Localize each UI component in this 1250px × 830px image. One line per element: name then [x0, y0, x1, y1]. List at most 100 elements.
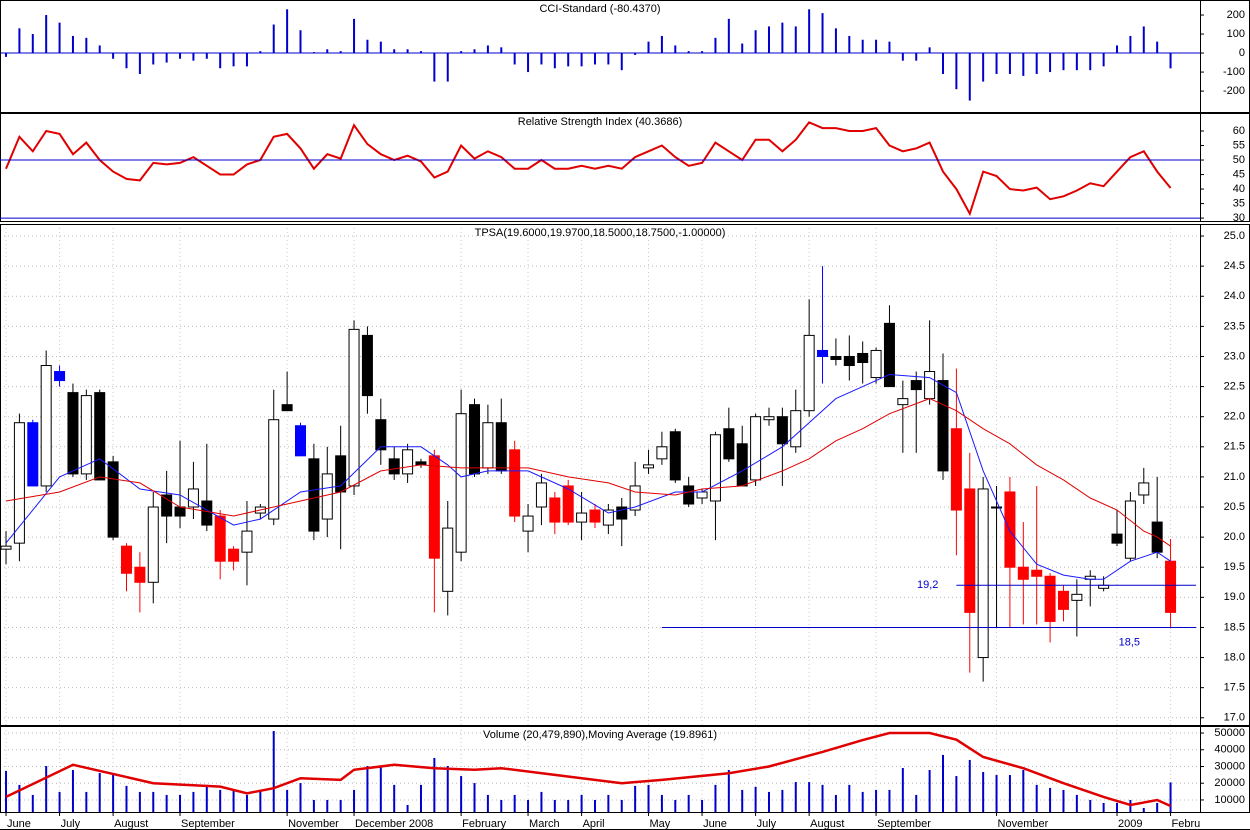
- candle-body: [228, 548, 240, 562]
- candle-body: [964, 488, 976, 613]
- bar: [500, 799, 503, 812]
- panel-title: CCI-Standard (-80.4370): [539, 3, 660, 15]
- bar: [31, 34, 34, 54]
- bar: [928, 47, 931, 54]
- y-tick-label: 20.5: [1224, 501, 1245, 513]
- bar: [861, 791, 864, 812]
- bar: [1075, 794, 1078, 812]
- bar: [915, 794, 918, 812]
- bar: [5, 771, 8, 812]
- panel-title: Relative Strength Index (40.3686): [518, 116, 683, 128]
- candle-body: [683, 485, 695, 505]
- candle-body: [656, 446, 668, 460]
- bar: [527, 799, 530, 812]
- bar: [138, 53, 141, 74]
- bar: [968, 759, 971, 812]
- candle-body: [589, 509, 601, 523]
- x-tick-label: June: [703, 818, 727, 830]
- bar: [192, 791, 195, 812]
- candle-body: [910, 380, 922, 391]
- candle-body: [120, 545, 132, 574]
- bar: [1169, 782, 1172, 812]
- bar: [45, 765, 48, 812]
- y-tick-label: 50000: [1214, 727, 1245, 739]
- bar: [446, 53, 449, 82]
- candle-body: [950, 428, 962, 511]
- x-tick-label: June: [7, 818, 31, 830]
- level-label: 18,5: [1119, 636, 1140, 648]
- candle-body: [147, 506, 159, 583]
- candle-body: [469, 404, 481, 475]
- bar: [259, 51, 262, 54]
- candle-body: [1031, 569, 1043, 577]
- y-tick-label: 100: [1227, 28, 1245, 40]
- bar: [205, 784, 208, 812]
- candle-body: [281, 404, 293, 412]
- x-tick-label: September: [877, 818, 931, 830]
- bar: [928, 770, 931, 812]
- candle-body: [1138, 482, 1150, 496]
- bar: [808, 782, 811, 812]
- bar: [299, 783, 302, 812]
- bar: [995, 775, 998, 812]
- bar: [1062, 53, 1065, 71]
- bar: [634, 785, 637, 812]
- bar: [513, 53, 516, 65]
- bar: [312, 52, 315, 54]
- bar: [767, 791, 770, 812]
- bar: [714, 37, 717, 54]
- candle-body: [991, 506, 1003, 509]
- y-tick-label: 40000: [1214, 744, 1245, 756]
- bar: [406, 804, 409, 812]
- y-tick-label: 18.0: [1224, 651, 1245, 663]
- bar: [714, 784, 717, 812]
- bar: [821, 784, 824, 812]
- candle-body: [602, 509, 614, 526]
- bar: [219, 53, 222, 69]
- candle-body: [535, 482, 547, 508]
- bar: [179, 794, 182, 812]
- y-tick-label: 25.0: [1224, 230, 1245, 242]
- bar: [486, 45, 489, 54]
- candle-body: [80, 395, 92, 475]
- bar: [58, 791, 61, 812]
- bar: [808, 9, 811, 54]
- candle-body: [897, 398, 909, 406]
- candle-body: [1057, 590, 1069, 610]
- candle-body: [843, 355, 855, 367]
- candle-body: [977, 488, 989, 659]
- bar: [446, 765, 449, 812]
- candle-body: [388, 458, 400, 475]
- bar: [955, 776, 958, 812]
- y-tick-label: 35: [1233, 197, 1245, 209]
- y-tick-label: 0: [1239, 47, 1245, 59]
- bar: [1102, 53, 1105, 67]
- x-tick-label: August: [114, 818, 148, 830]
- bar: [982, 53, 985, 82]
- bar: [741, 43, 744, 54]
- candle-body: [924, 371, 936, 400]
- candle-body: [174, 506, 186, 517]
- bar: [754, 30, 757, 54]
- bar: [486, 794, 489, 812]
- candle-body: [27, 422, 39, 487]
- candle-body: [522, 515, 534, 532]
- bar: [701, 799, 704, 812]
- x-tick-label: February: [462, 818, 507, 830]
- candle-body: [736, 443, 748, 487]
- x-tick-label: July: [757, 818, 777, 830]
- bar: [942, 53, 945, 74]
- candle-body: [201, 500, 213, 526]
- candle-body: [54, 371, 66, 382]
- candle-body: [1004, 491, 1016, 568]
- panel-title: Volume (20,479,890),Moving Average (19.8…: [483, 729, 717, 741]
- candle-body: [883, 322, 895, 388]
- x-tick-label: March: [529, 818, 560, 830]
- bar: [379, 765, 382, 812]
- bar: [821, 13, 824, 54]
- bar: [326, 49, 329, 54]
- moving-average-line: [5, 731, 1172, 808]
- bar: [419, 51, 422, 54]
- bar: [620, 53, 623, 71]
- x-tick-label: December 2008: [355, 818, 433, 830]
